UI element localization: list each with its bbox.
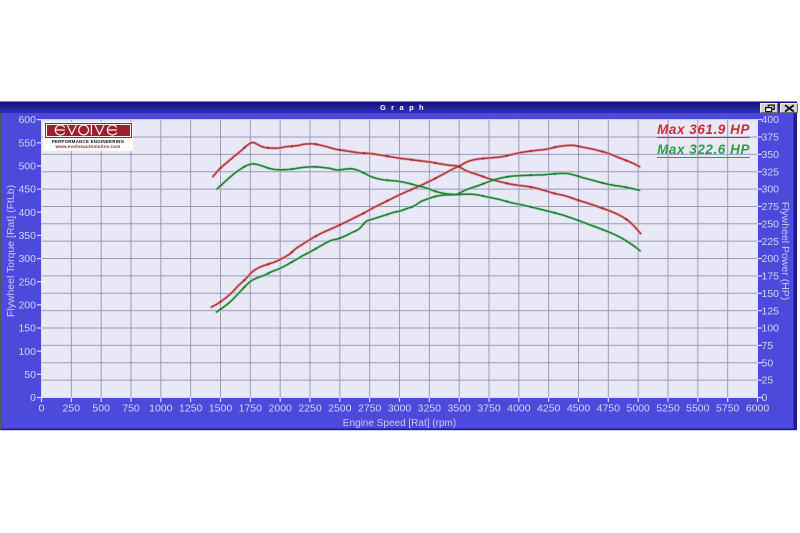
svg-text:500: 500 (92, 403, 110, 415)
svg-text:200: 200 (18, 300, 36, 312)
svg-text:300: 300 (762, 184, 780, 196)
svg-text:400: 400 (762, 114, 780, 126)
svg-text:350: 350 (762, 149, 780, 161)
svg-text:350: 350 (18, 230, 36, 242)
svg-text:1250: 1250 (179, 403, 203, 415)
svg-text:Engine Speed [Rat] (rpm): Engine Speed [Rat] (rpm) (343, 418, 456, 429)
svg-text:175: 175 (762, 271, 780, 283)
svg-text:1000: 1000 (149, 403, 173, 415)
svg-text:4000: 4000 (507, 403, 531, 415)
svg-text:3750: 3750 (477, 403, 501, 415)
svg-text:Flywheel Power (HP): Flywheel Power (HP) (779, 202, 791, 301)
svg-text:4250: 4250 (537, 403, 561, 415)
svg-text:750: 750 (122, 403, 140, 415)
svg-text:200: 200 (762, 253, 780, 265)
svg-text:150: 150 (18, 323, 36, 335)
svg-text:3500: 3500 (448, 403, 472, 415)
svg-text:450: 450 (18, 184, 36, 196)
svg-text:325: 325 (762, 166, 780, 178)
svg-text:50: 50 (24, 369, 36, 381)
svg-text:50: 50 (762, 357, 774, 369)
svg-text:5500: 5500 (686, 403, 710, 415)
svg-text:225: 225 (762, 236, 780, 248)
svg-text:5750: 5750 (716, 403, 740, 415)
svg-text:3250: 3250 (418, 403, 442, 415)
svg-text:125: 125 (762, 305, 780, 317)
svg-text:400: 400 (18, 207, 36, 219)
svg-text:1750: 1750 (239, 403, 263, 415)
svg-text:5000: 5000 (627, 403, 651, 415)
svg-text:250: 250 (18, 276, 36, 288)
svg-text:100: 100 (762, 323, 780, 335)
svg-text:250: 250 (63, 403, 81, 415)
svg-text:0: 0 (762, 392, 768, 404)
svg-text:Flywheel Torque [Rat] (FtLb): Flywheel Torque [Rat] (FtLb) (5, 185, 17, 317)
svg-text:100: 100 (18, 346, 36, 358)
svg-text:3000: 3000 (388, 403, 412, 415)
svg-text:2000: 2000 (269, 403, 293, 415)
svg-text:4500: 4500 (567, 403, 591, 415)
svg-text:300: 300 (18, 253, 36, 265)
svg-text:2750: 2750 (358, 403, 382, 415)
svg-text:0: 0 (30, 392, 36, 404)
svg-text:25: 25 (762, 375, 774, 387)
svg-text:1500: 1500 (209, 403, 233, 415)
svg-text:6000: 6000 (746, 403, 770, 415)
svg-text:75: 75 (762, 340, 774, 352)
svg-text:275: 275 (762, 201, 780, 213)
svg-text:4750: 4750 (597, 403, 621, 415)
svg-text:150: 150 (762, 288, 780, 300)
svg-text:250: 250 (762, 218, 780, 230)
svg-text:500: 500 (18, 161, 36, 173)
svg-text:2500: 2500 (328, 403, 352, 415)
svg-text:375: 375 (762, 132, 780, 144)
svg-text:2250: 2250 (298, 403, 322, 415)
svg-text:550: 550 (18, 137, 36, 149)
svg-text:0: 0 (39, 403, 45, 415)
svg-text:5250: 5250 (656, 403, 680, 415)
svg-text:600: 600 (18, 114, 36, 126)
